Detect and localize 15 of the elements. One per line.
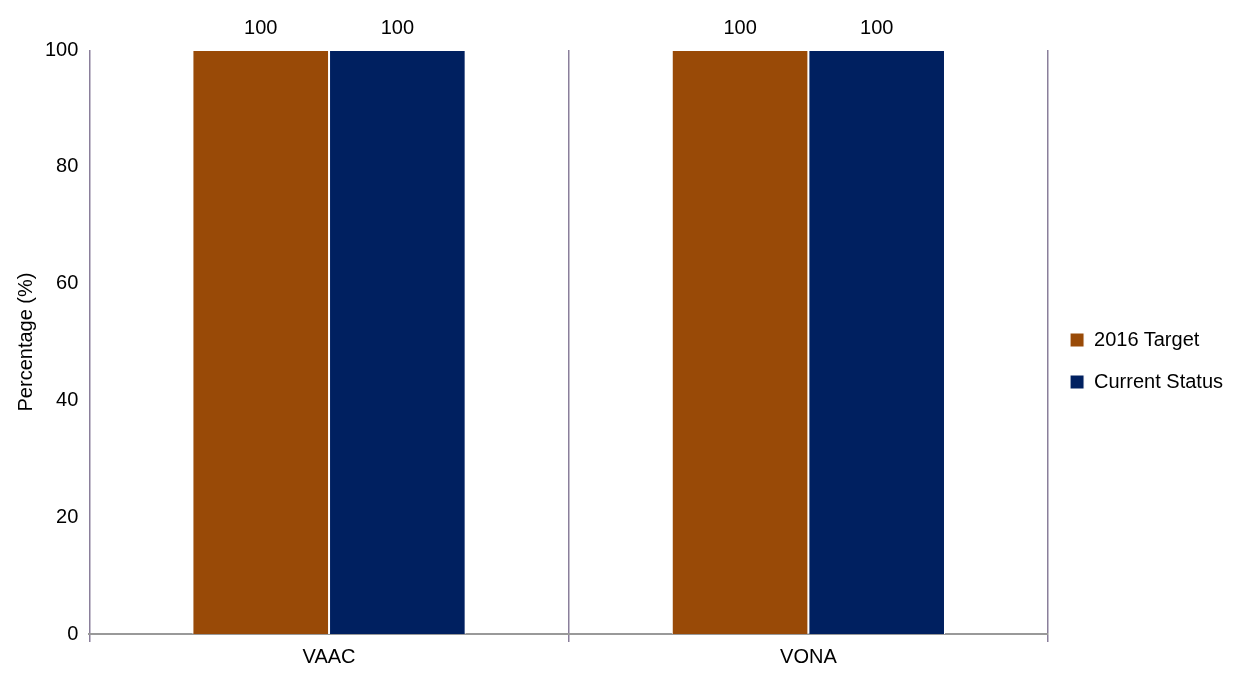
x-tick-label: VONA xyxy=(780,644,838,667)
data-label: 100 xyxy=(723,15,757,38)
y-axis-title: Percentage (%) xyxy=(13,272,36,412)
y-tick-label: 40 xyxy=(56,387,79,410)
y-tick-label: 20 xyxy=(56,504,79,527)
data-label: 100 xyxy=(244,15,278,38)
legend-label: Current Status xyxy=(1094,369,1224,392)
y-tick-label: 0 xyxy=(67,621,79,644)
legend-label: 2016 Target xyxy=(1094,327,1200,350)
data-label: 100 xyxy=(380,15,415,38)
y-tick-label: 80 xyxy=(56,154,79,177)
y-tick-label: 100 xyxy=(44,37,79,60)
x-tick-label: VAAC xyxy=(302,644,356,667)
y-tick-label: 60 xyxy=(56,271,79,294)
data-label: 100 xyxy=(860,15,894,38)
